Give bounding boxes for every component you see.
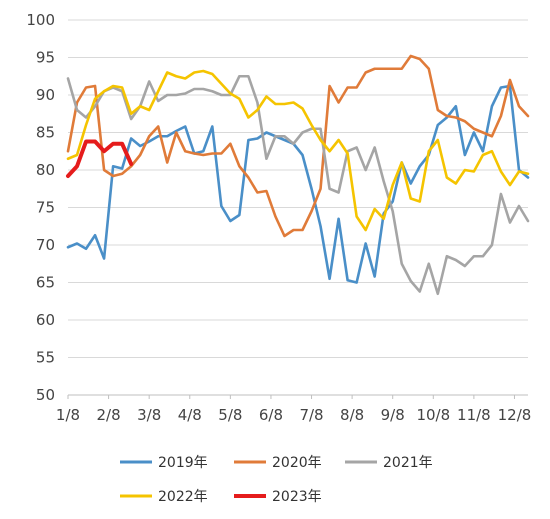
x-tick-label: 12/8 <box>498 406 532 424</box>
legend-label: 2021年 <box>383 455 433 471</box>
x-tick-label: 5/8 <box>218 406 242 424</box>
grid-lines <box>68 19 528 396</box>
legend-item-0: 2019年 <box>120 455 208 471</box>
y-tick-label: 75 <box>36 199 55 217</box>
y-tick-label: 85 <box>36 124 55 142</box>
x-tick-label: 7/8 <box>299 406 323 424</box>
y-tick-label: 55 <box>36 349 55 367</box>
y-tick-label: 95 <box>36 49 55 67</box>
legend-label: 2022年 <box>158 489 208 505</box>
series-line-2 <box>66 74 530 296</box>
x-tick-label: 6/8 <box>259 406 283 424</box>
series-line-1 <box>66 54 530 238</box>
x-tick-label: 4/8 <box>178 406 202 424</box>
x-tick-label: 8/8 <box>340 406 364 424</box>
y-tick-label: 80 <box>36 161 55 179</box>
y-tick-label: 70 <box>36 236 55 254</box>
y-tick-label: 50 <box>36 386 55 404</box>
y-tick-label: 100 <box>26 11 55 29</box>
y-tick-label: 60 <box>36 311 55 329</box>
y-axis-ticks: 50 55 60 65 70 75 80 85 90 95 100 <box>26 11 55 404</box>
x-tick-label: 10/8 <box>416 406 450 424</box>
y-tick-label: 65 <box>36 274 55 292</box>
y-tick-label: 90 <box>36 86 55 104</box>
x-tick-label: 2/8 <box>97 406 121 424</box>
legend-item-3: 2022年 <box>120 489 208 505</box>
legend-item-4: 2023年 <box>234 489 322 505</box>
legend-item-2: 2021年 <box>345 455 433 471</box>
series-line-0 <box>66 84 530 284</box>
x-axis-ticks: 1/8 2/8 3/8 4/8 5/8 6/8 7/8 8/8 9/8 10/8 11/8 12/8 <box>56 395 531 424</box>
legend-item-1: 2020年 <box>234 455 322 471</box>
series-line-3 <box>66 69 530 232</box>
series-line-4 <box>66 139 134 178</box>
x-tick-label: 9/8 <box>381 406 405 424</box>
legend-label: 2023年 <box>272 489 322 505</box>
x-tick-label: 1/8 <box>56 406 80 424</box>
legend: 2019年 2020年 2021年 2022年 2023年 <box>120 455 433 505</box>
series-lines <box>66 54 530 296</box>
x-tick-label: 3/8 <box>137 406 161 424</box>
legend-label: 2019年 <box>158 455 208 471</box>
x-tick-label: 11/8 <box>457 406 491 424</box>
legend-label: 2020年 <box>272 455 322 471</box>
